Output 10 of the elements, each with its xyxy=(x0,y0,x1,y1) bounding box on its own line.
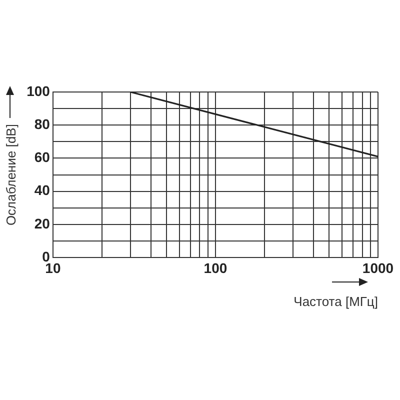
y-tick-label: 20 xyxy=(34,215,50,232)
y-tick-label: 60 xyxy=(34,149,50,166)
y-tick-label: 100 xyxy=(26,82,50,99)
y-axis-title: Ослабление [dB] xyxy=(3,124,18,226)
y-tick-label: 0 xyxy=(42,248,50,264)
x-axis-title: Частота [МГц] xyxy=(294,294,378,309)
x-tick-label: 100 xyxy=(204,260,228,276)
x-tick-label: 1000 xyxy=(362,260,394,276)
y-tick-label: 40 xyxy=(34,182,50,198)
y-tick-label: 80 xyxy=(34,116,50,132)
